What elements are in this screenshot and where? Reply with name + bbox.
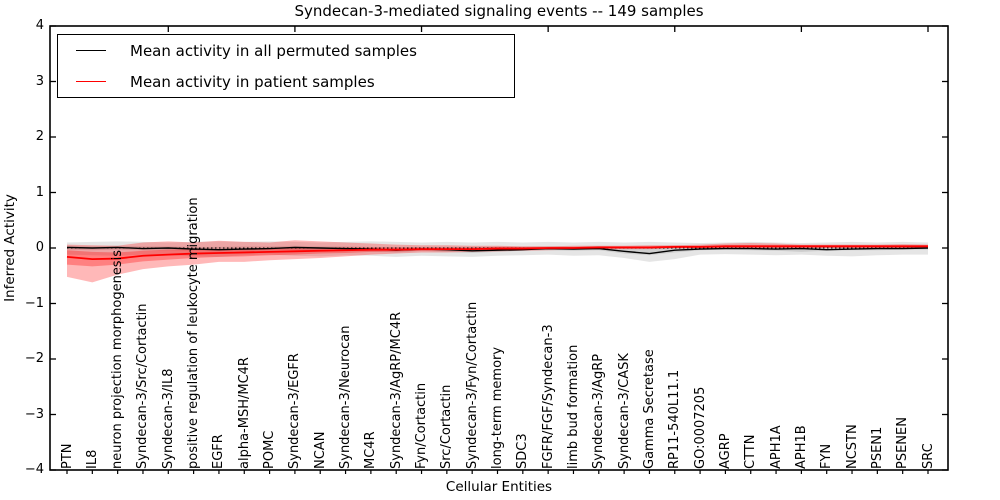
x-tick-label: Syndecan-3/Neurocan (338, 325, 354, 469)
x-tick-label: GO:0007205 (692, 386, 708, 469)
x-tick-label: Gamma Secretase (641, 349, 657, 469)
x-tick-label: CTTN (743, 434, 759, 469)
x-tick-label: SRC (920, 443, 936, 469)
x-tick-label: APH1A (768, 425, 784, 469)
chart-title: Syndecan-3-mediated signaling events -- … (294, 2, 704, 20)
x-tick-label: Syndecan-3/IL8 (160, 368, 176, 469)
x-tick-label: Syndecan-3/EGFR (287, 353, 303, 469)
legend: Mean activity in all permuted samples Me… (57, 34, 515, 98)
y-tick-label: −3 (24, 406, 44, 422)
patient-line-swatch (76, 81, 106, 82)
y-tick-label: 2 (35, 129, 44, 144)
legend-label: Mean activity in patient samples (130, 72, 375, 91)
x-tick-label: long-term memory (490, 346, 505, 469)
x-tick-label: Syndecan-3/AgRP (591, 353, 607, 469)
x-tick-label: Fyn/Cortactin (414, 382, 430, 469)
x-tick-label: alpha-MSH/MC4R (236, 357, 252, 469)
legend-item: Mean activity in patient samples (58, 68, 514, 96)
x-tick-label: Syndecan-3/CASK (616, 353, 632, 469)
x-tick-label: PTN (59, 443, 75, 469)
x-tick-label: Src/Cortactin (439, 384, 455, 469)
x-tick-label: PSEN1 (869, 426, 885, 469)
x-tick-label: RP11-540L11.1 (667, 369, 683, 469)
x-axis-label: Cellular Entities (445, 479, 553, 495)
x-tick-label: Syndecan-3/Fyn/Cortactin (464, 301, 480, 469)
x-tick-label: POMC (262, 430, 278, 469)
x-tick-label: AGRP (717, 433, 733, 469)
legend-item: Mean activity in all permuted samples (58, 37, 514, 65)
x-tick-label: PSENEN (895, 417, 911, 469)
y-tick-label: 1 (35, 184, 44, 200)
y-tick-label: 4 (35, 18, 44, 33)
x-tick-label: Syndecan-3/Src/Cortactin (135, 303, 151, 469)
y-tick-label: −2 (24, 351, 44, 366)
permuted-mean-line (66, 246, 929, 255)
x-tick-label: limb bud formation (565, 344, 581, 469)
y-tick-label: −4 (24, 462, 44, 477)
patient-inner-band (67, 245, 928, 267)
x-tick-label: APH1B (793, 425, 809, 469)
x-tick-label: FYN (819, 443, 835, 469)
legend-label: Mean activity in all permuted samples (130, 41, 417, 60)
x-tick-label: neuron projection morphogenesis (110, 250, 126, 469)
x-tick-label: NCAN (312, 431, 328, 469)
x-tick-label: FGFR/FGF/Syndecan-3 (540, 324, 556, 469)
x-tick-label: positive regulation of leukocyte migrati… (186, 197, 202, 469)
patient-mean-line (66, 245, 928, 261)
x-tick-label: NCSTN (844, 424, 860, 469)
x-tick-label: SDC3 (515, 433, 531, 469)
x-tick-label: EGFR (211, 434, 227, 469)
permuted-line-swatch (76, 50, 106, 51)
x-tick-label: Syndecan-3/AgRP/MC4R (388, 311, 404, 469)
x-tick-label: IL8 (84, 449, 100, 469)
y-tick-label: −1 (24, 295, 44, 311)
y-tick-label: 3 (35, 73, 44, 89)
x-tick-label: MC4R (363, 431, 379, 469)
y-tick-label: 0 (35, 240, 44, 255)
